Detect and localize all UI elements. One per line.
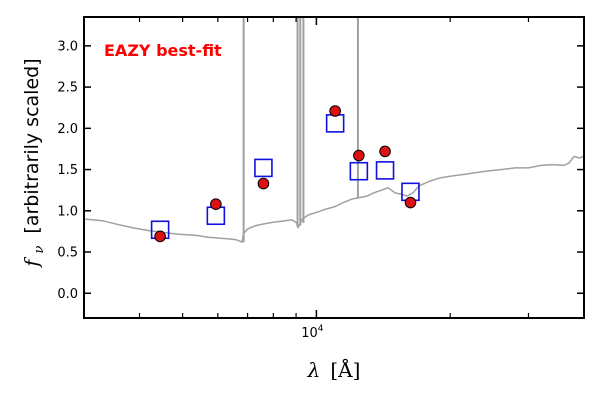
y-tick-label: 2.0 <box>57 122 78 137</box>
annotation-eazy-best-fit: EAZY best-fit <box>104 41 222 60</box>
y-tick-label: 1.5 <box>57 163 78 178</box>
observed-point <box>329 105 341 117</box>
y-tick-label: 3.0 <box>57 39 78 54</box>
x-axis-label: λ [Å] <box>307 357 361 382</box>
observed-point <box>353 149 365 162</box>
template-spectrum-line <box>84 155 584 244</box>
x-axis-label-symbol: λ <box>307 358 321 382</box>
y-tick-label: 0.5 <box>57 246 78 261</box>
y-axis-label-symbol: f <box>21 257 43 269</box>
plot-frame <box>83 16 585 319</box>
observed-point <box>404 196 417 209</box>
x-tick-label: 104 <box>301 324 324 341</box>
x-axis-label-unit: [Å] <box>330 357 360 382</box>
observed-point <box>154 230 166 243</box>
axis-ticks: 0.0 0.5 1.0 1.5 2.0 2.5 3.0 104 <box>57 17 585 341</box>
model-point <box>325 114 345 133</box>
model-point <box>254 158 273 178</box>
y-axis-label: f ν [arbitrarily scaled] <box>21 58 48 268</box>
y-axis-label-text: [arbitrarily scaled] <box>21 58 43 233</box>
y-tick-label: 2.5 <box>57 81 78 96</box>
observed-point <box>379 145 391 158</box>
model-point <box>349 161 369 181</box>
y-tick-label: 1.0 <box>57 204 78 219</box>
y-tick-label: 0.0 <box>57 287 78 302</box>
y-axis-label-subscript: ν <box>32 246 47 254</box>
observed-point <box>257 177 270 190</box>
model-point <box>375 161 395 180</box>
plot-area <box>84 17 584 244</box>
observed-point <box>210 198 222 210</box>
